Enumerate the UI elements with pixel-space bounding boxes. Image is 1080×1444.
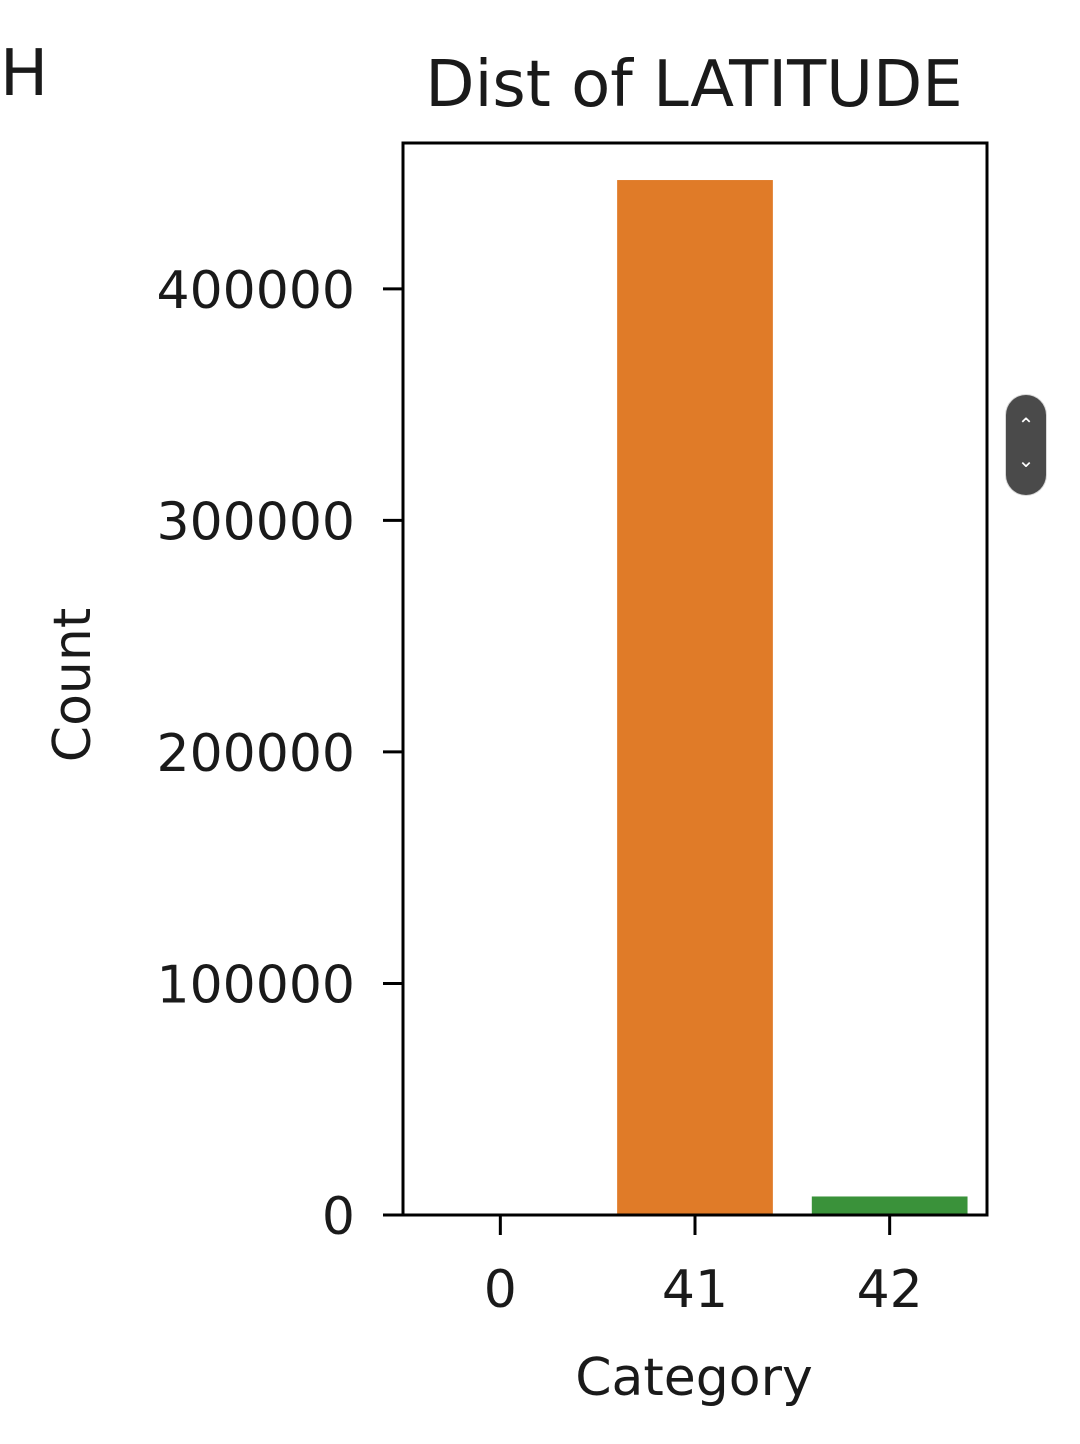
chevron-up-icon[interactable]: ⌃: [1017, 413, 1035, 437]
y-tick-label: 300000: [156, 492, 355, 552]
x-tick-label: 0: [484, 1260, 517, 1320]
bar-41: [617, 180, 773, 1215]
y-tick-label: 400000: [156, 261, 355, 321]
y-tick-label: 0: [322, 1187, 355, 1247]
y-axis: 0 100000 200000 300000 400000: [156, 261, 403, 1247]
x-tick-label: 42: [857, 1260, 923, 1320]
bar-42: [811, 1196, 968, 1215]
y-tick-label: 100000: [156, 955, 355, 1015]
x-axis-label: Category: [575, 1348, 813, 1408]
x-tick-label: 41: [662, 1260, 728, 1320]
chevron-down-icon[interactable]: ⌄: [1017, 448, 1035, 472]
y-tick-label: 200000: [156, 724, 355, 784]
clipped-heading-fragment: H: [0, 37, 49, 111]
chart-title: Dist of LATITUDE: [425, 48, 962, 122]
y-axis-label: Count: [43, 608, 103, 762]
scroll-navigation-widget[interactable]: ⌃ ⌄: [1006, 395, 1046, 495]
x-axis: 0 41 42: [484, 1215, 923, 1320]
